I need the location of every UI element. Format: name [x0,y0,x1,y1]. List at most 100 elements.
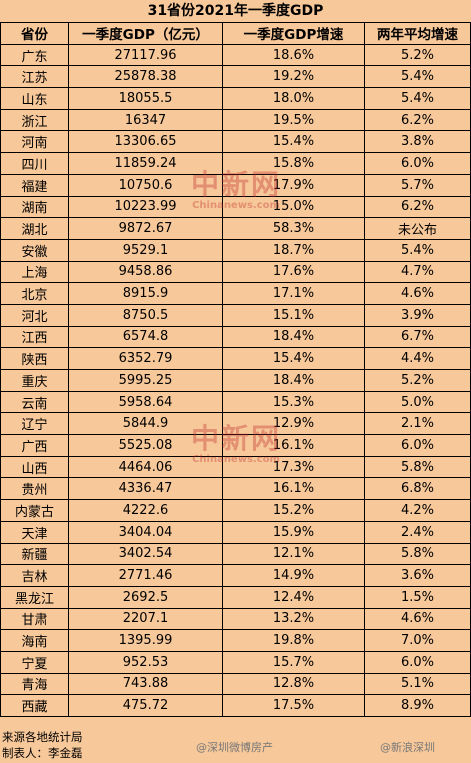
cell-gdp: 5844.9 [68,412,223,436]
table-row: 青海 743.88 12.8% 5.1% [0,672,471,696]
cell-growth: 15.1% [222,303,365,327]
cell-two-year-avg: 6.0% [364,434,471,457]
table-row: 甘肃 2207.1 13.2% 4.6% [0,607,471,631]
cell-gdp: 13306.65 [68,130,223,154]
cell-two-year-avg: 3.8% [364,130,471,154]
cell-growth: 13.2% [222,607,365,631]
cell-growth: 15.8% [222,152,365,175]
table-row: 上海 9458.86 17.6% 4.7% [0,260,471,284]
cell-growth: 12.1% [222,542,365,566]
cell-gdp: 16347 [68,108,223,132]
cell-province: 江西 [0,325,69,349]
cell-gdp: 4336.47 [68,477,223,501]
cell-two-year-avg: 7.0% [364,629,471,652]
header-growth: 一季度GDP增速 [222,22,365,45]
cell-province: 宁夏 [0,650,69,674]
cell-growth: 18.0% [222,87,365,110]
source-note: 来源各地统计局 [2,730,83,744]
cell-gdp: 9529.1 [68,238,223,262]
cell-growth: 15.4% [222,130,365,154]
cell-province: 浙江 [0,108,69,132]
cell-growth: 12.8% [222,672,365,696]
table-row: 山西 4464.06 17.3% 5.8% [0,455,471,479]
cell-growth: 17.9% [222,173,365,197]
cell-growth: 17.1% [222,282,365,305]
header-province: 省份 [0,22,69,45]
cell-province: 北京 [0,282,69,305]
cell-two-year-avg: 6.0% [364,650,471,674]
cell-province: 湖北 [0,217,69,240]
table-row: 新疆 3402.54 12.1% 5.8% [0,542,471,566]
cell-growth: 18.7% [222,238,365,262]
cell-growth: 12.4% [222,585,365,609]
table-row: 江苏 25878.38 19.2% 5.4% [0,65,471,89]
cell-two-year-avg: 5.0% [364,390,471,414]
cell-gdp: 6574.8 [68,325,223,349]
cell-gdp: 952.53 [68,650,223,674]
cell-province: 西藏 [0,694,69,717]
cell-growth: 18.4% [222,325,365,349]
cell-gdp: 11859.24 [68,152,223,175]
table-row: 贵州 4336.47 16.1% 6.8% [0,477,471,501]
cell-growth: 12.9% [222,412,365,436]
cell-province: 河南 [0,130,69,154]
cell-two-year-avg: 2.4% [364,520,471,544]
table-row: 安徽 9529.1 18.7% 5.4% [0,238,471,262]
cell-province: 广西 [0,434,69,457]
cell-gdp: 6352.79 [68,347,223,370]
cell-province: 甘肃 [0,607,69,631]
header-row: 省份 一季度GDP（亿元） 一季度GDP增速 两年平均增速 [0,22,471,45]
table-row: 吉林 2771.46 14.9% 3.6% [0,564,471,587]
cell-gdp: 475.72 [68,694,223,717]
author-note: 制表人：李金磊 [2,746,83,760]
cell-gdp: 4464.06 [68,455,223,479]
cell-province: 云南 [0,390,69,414]
cell-two-year-avg: 5.4% [364,65,471,89]
cell-growth: 58.3% [222,217,365,240]
table-row: 云南 5958.64 15.3% 5.0% [0,390,471,414]
cell-growth: 18.4% [222,369,365,392]
cell-growth: 14.9% [222,564,365,587]
cell-two-year-avg: 5.1% [364,672,471,696]
cell-gdp: 1395.99 [68,629,223,652]
cell-growth: 15.2% [222,499,365,522]
cell-two-year-avg: 6.0% [364,152,471,175]
cell-two-year-avg: 3.6% [364,564,471,587]
table-row: 江西 6574.8 18.4% 6.7% [0,325,471,349]
table-row: 内蒙古 4222.6 15.2% 4.2% [0,499,471,522]
cell-gdp: 25878.38 [68,65,223,89]
cell-two-year-avg: 4.2% [364,499,471,522]
table-row: 北京 8915.9 17.1% 4.6% [0,282,471,305]
cell-province: 安徽 [0,238,69,262]
cell-province: 吉林 [0,564,69,587]
cell-two-year-avg: 4.7% [364,260,471,284]
cell-province: 重庆 [0,369,69,392]
cell-province: 天津 [0,520,69,544]
cell-growth: 17.3% [222,455,365,479]
cell-two-year-avg: 4.6% [364,282,471,305]
cell-province: 山西 [0,455,69,479]
cell-gdp: 10750.6 [68,173,223,197]
cell-growth: 15.0% [222,195,365,219]
cell-province: 黑龙江 [0,585,69,609]
cell-gdp: 2207.1 [68,607,223,631]
cell-gdp: 3402.54 [68,542,223,566]
cell-gdp: 10223.99 [68,195,223,219]
cell-province: 辽宁 [0,412,69,436]
cell-two-year-avg: 6.7% [364,325,471,349]
cell-growth: 16.1% [222,434,365,457]
table-row: 辽宁 5844.9 12.9% 2.1% [0,412,471,436]
table-row: 重庆 5995.25 18.4% 5.2% [0,369,471,392]
table-row: 山东 18055.5 18.0% 5.4% [0,87,471,110]
table-row: 广西 5525.08 16.1% 6.0% [0,434,471,457]
header-two-year-avg: 两年平均增速 [364,22,471,45]
cell-two-year-avg: 6.2% [364,195,471,219]
cell-province: 贵州 [0,477,69,501]
cell-two-year-avg: 8.9% [364,694,471,717]
cell-gdp: 5525.08 [68,434,223,457]
cell-gdp: 8915.9 [68,282,223,305]
cell-growth: 19.8% [222,629,365,652]
table-row: 四川 11859.24 15.8% 6.0% [0,152,471,175]
cell-two-year-avg: 5.2% [364,43,471,67]
cell-two-year-avg: 6.8% [364,477,471,501]
